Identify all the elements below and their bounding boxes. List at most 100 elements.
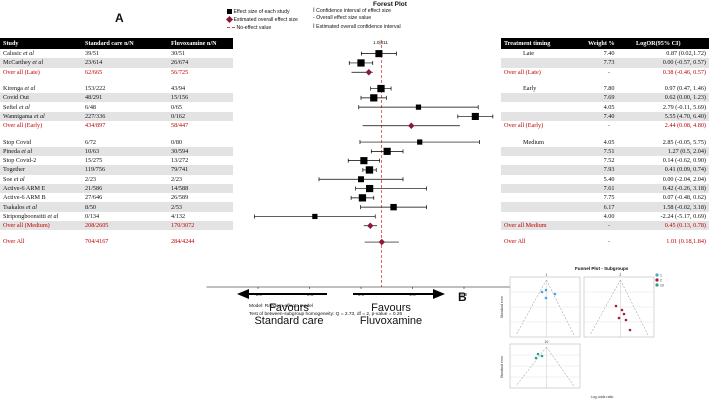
right-header-timing: Treatment timing (501, 38, 585, 49)
legend-overall-value: - Overall effect size value (313, 15, 371, 21)
table-row: 4.00 -2.24 (-5.17, 0.69) (501, 212, 709, 221)
weight-cell: - (585, 221, 633, 231)
study-name-cell: Tsakalos et al (0, 202, 82, 212)
funnel-title: Funnel Plot - Subgroups (575, 266, 629, 271)
funnel-point (624, 318, 628, 322)
weight-cell: 7.52 (603, 157, 615, 165)
table-row: Stop Covid 6/72 0/80 (0, 137, 233, 146)
study-name: Together (3, 166, 25, 174)
weight-cell: - (607, 238, 611, 246)
table-row: Active-6 ARM B 27/646 26/589 (0, 193, 233, 202)
fluvoxamine-cell: 56/725 (171, 68, 189, 76)
table-row: Over all (Late) 62/665 56/725 (0, 68, 233, 77)
table-row: Over all Medium -0.45 (0.13, 0.78) (501, 221, 709, 231)
et-al: et al (24, 203, 37, 211)
table-row: Covid Out 48/291 15/156 (0, 93, 233, 103)
standard-care-cell: 39/51 (85, 50, 100, 58)
favours-right-line1: Favours (371, 302, 411, 314)
standard-care-cell: 21/586 (82, 183, 168, 194)
standard-care-cell: 434/897 (85, 122, 106, 130)
study-effect-marker (358, 194, 367, 202)
study-effect-marker (390, 203, 397, 211)
overall-effect-diamond (378, 238, 386, 246)
table-row: 7.93 0.41 (0.09, 0.74) (501, 165, 709, 175)
timing-cell (501, 183, 585, 194)
study-name-cell: Stop Covid (0, 137, 82, 146)
weight-cell: 5.40 (603, 175, 615, 183)
timing-cell: Over all Medium (501, 221, 585, 231)
study-name-cell: Kirenga et al (0, 84, 82, 93)
logor-cell: -2.24 (-5.17, 0.69) (660, 212, 706, 220)
standard-care-cell: 153/222 (85, 85, 106, 93)
et-al: et al (21, 50, 34, 58)
favours-left-line2: Standard care (254, 315, 324, 327)
weight-cell: 7.75 (603, 194, 615, 202)
table-row: Siripongboonsitti et al 0/134 4/132 (0, 212, 233, 221)
spacer-row (0, 130, 233, 138)
table-row: 7.69 0.62 (0.00, 1.23) (501, 93, 709, 103)
study-effect-marker (471, 112, 479, 120)
table-row: Over All 704/4167 284/4244 (0, 237, 233, 246)
et-al: et al (22, 85, 36, 93)
legend-ci-label: Confidence interval of effect size (316, 8, 392, 14)
fluvoxamine-cell: 2/23 (171, 175, 183, 183)
funnel-ylabel: Standard error (500, 295, 504, 318)
legend-no-effect-label: No-effect value (236, 25, 272, 31)
dash-icon: - (313, 15, 315, 21)
funnel-bound-right (546, 346, 575, 387)
study-name-cell: Over all (Late) (0, 68, 82, 77)
fluvoxamine-cell: 30/51 (171, 50, 186, 58)
funnel-point (540, 290, 544, 294)
fluvoxamine-cell: 30/594 (168, 146, 233, 156)
study-name: Over all (Late) (3, 68, 40, 76)
logor-cell: 5.55 (4.70, 6.40) (633, 111, 709, 122)
weight-cell: 7.51 (585, 146, 633, 156)
square-marker-icon (227, 9, 232, 15)
study-effect-marker (366, 184, 374, 193)
table-row: Over All - 1.01 (0.18,1.84) (501, 237, 709, 246)
spacer-cell (0, 230, 233, 238)
table-row: Over all (Early) - 2.44 (0.08, 4.80) (501, 121, 709, 130)
table-row: Over all (Early) 434/897 58/447 (0, 121, 233, 130)
logor-cell: 0.14 (-0.62, 0.90) (662, 157, 706, 165)
logor-cell: 2.85 (-0.05, 5.75) (662, 138, 706, 146)
logor-cell: 1.58 (-0.02, 3.18) (633, 202, 709, 212)
timing-cell: Over all (Early) (504, 122, 544, 130)
study-name: Over all (Early) (3, 122, 43, 130)
study-name: Stop Covid (3, 138, 32, 146)
panel-a-label: A (115, 11, 124, 25)
funnel-point (614, 304, 618, 308)
logor-cell: 0.38 (-0.46, 0.57) (662, 68, 706, 76)
et-al: et al (17, 103, 30, 111)
timing-cell (501, 146, 585, 156)
logor-cell: 0.42 (-0.26, 3.18) (633, 183, 709, 194)
funnel-point (620, 308, 624, 312)
table-row: Over all (Late) - 0.38 (-0.46, 0.57) (501, 68, 709, 77)
standard-care-cell: 208/2605 (82, 221, 168, 231)
study-name: Stop Covid-2 (3, 157, 37, 165)
ci-bar-icon: I (313, 8, 315, 14)
logor-cell: 1.01 (0.18,1.84) (666, 238, 706, 246)
timing-cell (501, 93, 585, 103)
funnel-legend-label: 1 (660, 273, 662, 277)
favours-right-line2: Fluvoxamine (359, 315, 423, 327)
spacer-cell (501, 76, 709, 84)
funnel-legend-swatch (655, 273, 659, 277)
funnel-point (622, 312, 626, 316)
timing-cell: Over all (Late) (504, 68, 541, 76)
study-name-cell: Active-6 ARM B (0, 193, 82, 202)
timing-cell: Early (523, 85, 537, 93)
left-arrowhead-icon (237, 289, 249, 299)
table-row: Over all (Medium) 208/2605 170/3072 (0, 221, 233, 231)
table-row: 7.52 0.14 (-0.62, 0.90) (501, 156, 709, 165)
table-row: Calusic et al 39/51 30/51 (0, 49, 233, 58)
funnel-panel-label: 10 (544, 340, 548, 344)
study-effect-marker (357, 59, 365, 67)
table-row: 7.75 0.07 (-0.48, 0.62) (501, 193, 709, 202)
standard-care-cell: 10/63 (82, 146, 168, 156)
weight-cell: 7.69 (585, 93, 633, 103)
study-name-cell: Covid Out (0, 93, 82, 103)
fluvoxamine-cell: 0/80 (171, 138, 183, 146)
legend-effect-size-label: Effect size of each study (233, 9, 290, 15)
